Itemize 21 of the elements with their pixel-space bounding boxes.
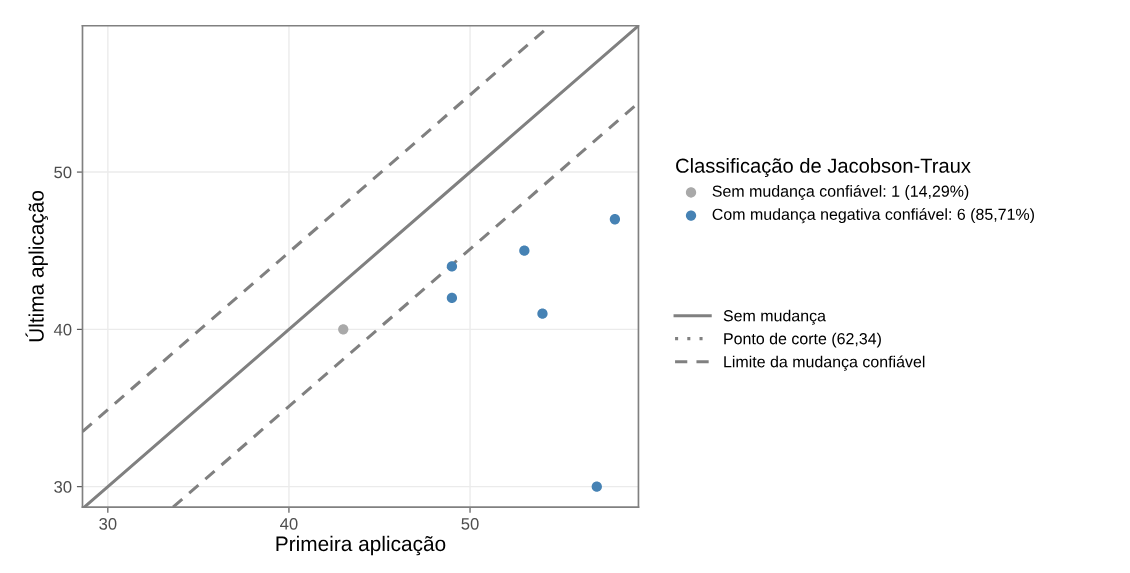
x-tick-label: 30 <box>99 517 117 530</box>
point <box>519 245 530 256</box>
legend-title: Classificação de Jacobson-Traux <box>676 158 971 177</box>
point <box>338 324 349 335</box>
x-tick-label: 50 <box>461 517 479 530</box>
legend-label: Sem mudança <box>723 309 826 325</box>
legend-label: Limite da mudança confiável <box>724 355 925 371</box>
y-tick-label: 50 <box>54 166 72 179</box>
point <box>591 481 602 492</box>
x-tick-label: 40 <box>280 517 298 530</box>
point <box>537 308 548 319</box>
y-tick-label: 30 <box>54 481 72 493</box>
y-tick-label: 40 <box>53 323 72 336</box>
legend-label: Ponto de corte (62,34) <box>724 332 881 348</box>
legend-label: Com mudança negativa confiável: 6 (85,71%) <box>712 208 1034 224</box>
point <box>609 214 621 225</box>
point <box>446 292 458 304</box>
legend-label: Sem mudança confiável: 1 (14,29%) <box>712 184 969 201</box>
point <box>446 261 458 272</box>
y-axis-title: Última aplicação <box>25 190 48 342</box>
x-axis-title: Primeira aplicação <box>276 535 446 556</box>
